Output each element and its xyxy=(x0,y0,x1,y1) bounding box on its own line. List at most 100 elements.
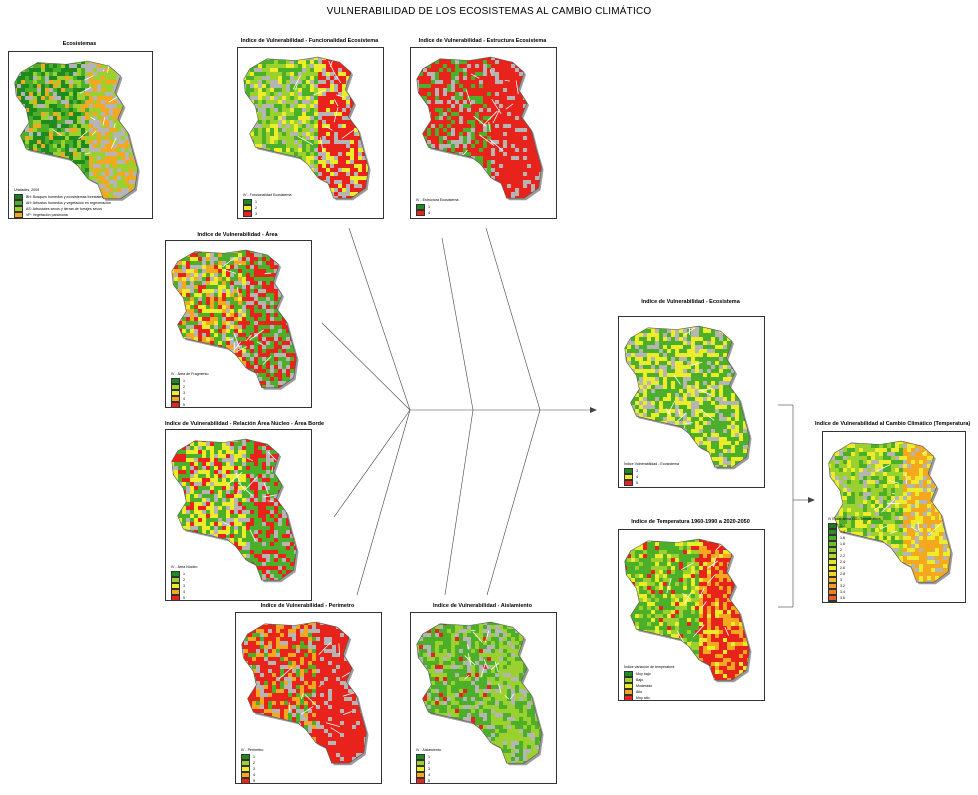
legend-item: 3.6 xyxy=(828,595,880,601)
legend-item: 1 xyxy=(171,378,209,384)
legend-item: 3 xyxy=(171,390,209,396)
legend-label: 2.2 xyxy=(840,553,845,558)
legend-swatch xyxy=(624,474,633,480)
legend-swatch xyxy=(416,754,425,760)
legend-item: 4 xyxy=(241,772,263,778)
map-panel-cambio-climatico: IV Ecosistema CC - Temperatura 1.2 1.4 1.6 1… xyxy=(822,431,966,603)
legend-item: 3 xyxy=(624,468,679,474)
legend-swatch xyxy=(624,677,633,683)
legend-swatch xyxy=(14,206,23,212)
legend-item: 1 xyxy=(171,571,197,577)
legend-item: 3 xyxy=(171,583,197,589)
map-panel-estructura: IV - Estructura Ecosistema 1 4 xyxy=(410,47,557,219)
legend-swatch xyxy=(171,378,180,384)
map-outline xyxy=(171,438,297,581)
legend-label: AH: Arbustos húmedos y vegetación en reg… xyxy=(26,200,111,205)
map-legend: IV - Área Núcleo 1 2 3 4 5 xyxy=(171,565,197,600)
legend-item: 3 xyxy=(243,211,292,217)
legend-swatch xyxy=(171,384,180,390)
legend-swatch xyxy=(416,772,425,778)
legend-item: AH: Arbustos húmedos y vegetación en reg… xyxy=(14,200,111,206)
legend-title: Índice variación de temperatura xyxy=(624,665,675,669)
legend-item: 3 xyxy=(241,766,263,772)
legend-label: 1 xyxy=(253,754,255,759)
legend-swatch xyxy=(624,671,633,677)
region-map xyxy=(241,621,369,766)
legend-swatch xyxy=(828,547,837,553)
legend-item: 5 xyxy=(416,778,441,783)
map-legend: IV - Área de Fragmento 1 2 3 4 5 xyxy=(171,372,209,407)
legend-label: 2 xyxy=(428,760,430,765)
legend-swatch xyxy=(624,468,633,474)
legend-label: 2 xyxy=(253,760,255,765)
legend-title: Unidades, 2009 xyxy=(14,188,40,192)
legend-label: 3.6 xyxy=(840,595,845,600)
legend-label: Bajo xyxy=(636,677,644,682)
legend-item: 1.2 xyxy=(828,523,880,529)
panel-title-ecosistema-total: Indice de Vulnerabilidad - Ecosistema xyxy=(641,299,740,305)
map-outline xyxy=(416,621,542,764)
legend-swatch xyxy=(171,390,180,396)
legend-item: 5 xyxy=(171,595,197,600)
map-legend: Índice variación de temperatura Muy bajo B… xyxy=(624,665,675,700)
legend-label: 4 xyxy=(428,772,430,777)
legend-swatch xyxy=(828,565,837,571)
legend-swatch xyxy=(171,571,180,577)
map-panel-area: IV - Área de Fragmento 1 2 3 4 5 xyxy=(165,240,312,408)
map-outline xyxy=(828,440,952,583)
region-map xyxy=(243,56,371,201)
panel-title-estructura: Indice de Vulnerabilidad - Estructura Ec… xyxy=(418,38,547,44)
legend-label: 4 xyxy=(183,396,185,401)
region-map xyxy=(416,56,544,201)
legend-title: Índice Vulnerabilidad - Ecosistema xyxy=(624,462,679,466)
legend-label: 1.4 xyxy=(840,529,845,534)
legend-swatch xyxy=(624,480,633,486)
legend-item: Moderado xyxy=(624,683,674,689)
legend-item: 1 xyxy=(416,204,459,210)
legend-swatch xyxy=(241,766,250,772)
legend-title: IV - Perímetro xyxy=(241,748,264,752)
legend-label: 3 xyxy=(840,577,842,582)
legend-item: 3.4 xyxy=(828,589,880,595)
legend-title: IV - Aislamiento xyxy=(416,748,441,752)
panel-title-perimetro: Indice de Vulnerabilidad - Perímetro xyxy=(260,603,355,609)
legend-item: Muy bajo xyxy=(624,671,674,677)
legend-label: 5 xyxy=(183,402,185,407)
legend-item: 4 xyxy=(171,396,209,402)
legend-swatch xyxy=(416,204,425,210)
legend-label: 3 xyxy=(428,766,430,771)
map-outline xyxy=(624,538,750,681)
map-legend: Índice Vulnerabilidad - Ecosistema 3 4 5 xyxy=(624,462,679,486)
map-legend: IV - Estructura Ecosistema 1 4 xyxy=(416,198,459,216)
legend-swatch xyxy=(828,595,837,601)
legend-swatch xyxy=(171,583,180,589)
legend-label: 5 xyxy=(253,778,255,783)
legend-label: BH: Bosques húmedos y ecosistemas forest… xyxy=(26,194,104,199)
legend-swatch xyxy=(171,396,180,402)
region-map xyxy=(624,325,752,470)
map-panel-funcionalidad: IV - Funcionalidad Ecosistema 1 2 3 xyxy=(237,47,384,219)
legend-title: IV - Estructura Ecosistema xyxy=(416,198,459,202)
map-cells xyxy=(828,441,951,583)
legend-label: 1 xyxy=(428,204,430,209)
legend-label: 3 xyxy=(255,211,257,216)
legend-swatch xyxy=(416,210,425,216)
map-legend: IV - Perímetro 1 2 3 4 5 xyxy=(241,748,264,783)
legend-swatch xyxy=(828,559,837,565)
legend-item: Alto xyxy=(624,689,674,695)
legend-swatch xyxy=(241,754,250,760)
map-panel-ecosistema-total: Índice Vulnerabilidad - Ecosistema 3 4 5 xyxy=(618,316,765,488)
legend-item: 2 xyxy=(171,577,197,583)
region-map xyxy=(828,440,953,585)
legend-swatch xyxy=(828,589,837,595)
legend-item: 1.6 xyxy=(828,535,880,541)
legend-swatch xyxy=(14,212,23,218)
legend-item: 2 xyxy=(243,205,292,211)
page-title: VULNERABILIDAD DE LOS ECOSISTEMAS AL CAM… xyxy=(326,6,652,17)
panel-title-funcionalidad: Indice de Vulnerabilidad - Funcionalidad… xyxy=(240,38,379,44)
legend-label: Muy alto xyxy=(636,695,650,700)
legend-label: Muy bajo xyxy=(636,671,651,676)
legend-item: 3 xyxy=(416,766,441,772)
legend-item: 5 xyxy=(241,778,263,783)
map-outline xyxy=(243,56,369,199)
